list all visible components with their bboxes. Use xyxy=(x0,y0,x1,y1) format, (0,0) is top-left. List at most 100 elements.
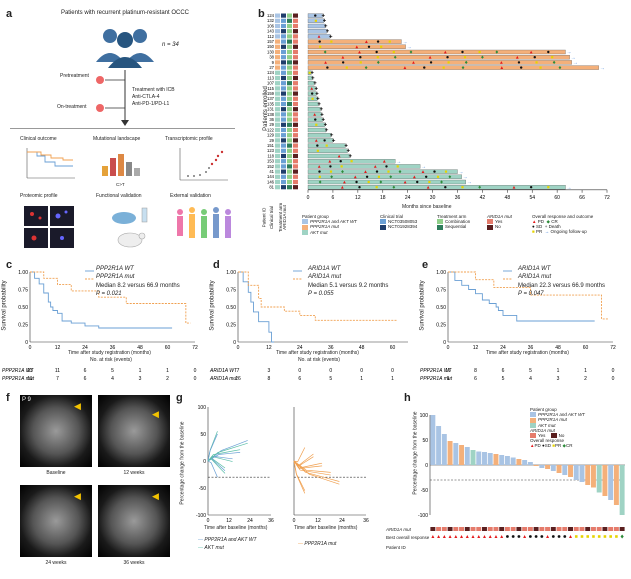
c-legend-2: PPP2R1A mut xyxy=(96,274,135,280)
functional-graphic xyxy=(112,207,148,248)
h-bar xyxy=(545,465,551,469)
b-pr-marker xyxy=(329,170,333,173)
swimmer-plot: 0 6 12 18 24 30 36 42 48 54 60 66 72 124 +132 +106 +143 +… xyxy=(267,13,610,201)
b-arid-cell xyxy=(293,23,298,29)
b-trial-cell xyxy=(281,70,286,75)
b-swimmer-bar xyxy=(307,148,348,153)
h-bar xyxy=(476,451,482,465)
external-graphic xyxy=(177,207,231,238)
b-pr-marker xyxy=(375,186,378,189)
h-arid-cell xyxy=(447,527,453,531)
h-swatch-arid-yes xyxy=(530,433,536,439)
b-arid-cell xyxy=(293,107,298,112)
ct-12w xyxy=(98,395,170,467)
b-trial-cell xyxy=(281,138,286,143)
g-spider-line xyxy=(207,452,241,462)
g-spider-line xyxy=(293,453,314,467)
h-arid-cell xyxy=(436,527,442,531)
ct-24w xyxy=(20,485,92,557)
b-arid-cell xyxy=(293,179,298,185)
panel-c-label: c xyxy=(6,259,13,271)
b-group-cell xyxy=(275,18,280,23)
b-pd-marker xyxy=(358,50,361,54)
b-pr-marker xyxy=(350,160,353,163)
b-pr-marker xyxy=(315,123,318,126)
n-text: n = 34 xyxy=(162,42,179,48)
h-bar xyxy=(579,465,585,482)
b-arid-cell xyxy=(293,70,298,75)
b-cr-marker xyxy=(440,180,443,184)
h-arid-cell xyxy=(602,527,608,531)
b-cr-marker xyxy=(552,60,556,64)
d-legend-2: ARID1A mut xyxy=(308,274,342,280)
panel-a: Patients with recurrent platinum-resista… xyxy=(0,0,250,255)
b-pd-marker xyxy=(364,40,368,43)
b-sd-marker xyxy=(375,170,379,173)
b-trial-cell xyxy=(281,159,286,164)
b-arm-cell xyxy=(287,101,292,107)
b-trial-cell xyxy=(281,153,286,159)
d-stats-2: P = 0.055 xyxy=(308,291,334,297)
km-series-1 xyxy=(448,271,609,320)
legend-arid-yes: Yes xyxy=(495,219,503,224)
b-group-cell xyxy=(275,107,280,112)
km-risk-value: 16 xyxy=(235,376,241,382)
mutational-graphic xyxy=(102,154,140,176)
b-x-tick-label: 66 xyxy=(579,195,585,201)
h-sd-marker xyxy=(506,535,509,538)
b-swimmer-bar xyxy=(307,60,572,65)
g-x-tick-label: 0 xyxy=(293,518,296,524)
h-legend-title-response: Overall response xyxy=(530,438,565,444)
b-death-mark: + xyxy=(324,24,328,30)
b-patient-id: 153 xyxy=(267,159,275,164)
h-bar xyxy=(482,452,487,465)
panel-e-label: e xyxy=(422,259,429,271)
b-arm-cell xyxy=(287,159,292,164)
b-x-tick-label: 12 xyxy=(355,195,361,201)
swatch-ppp xyxy=(302,224,308,230)
on-treatment-label: On-treatment xyxy=(57,104,87,110)
b-patient-id: 122 xyxy=(267,127,275,132)
b-trial-cell xyxy=(281,185,286,190)
box-proteomic-profile: Proteomic profile xyxy=(20,193,58,199)
km-risk-value: 4 xyxy=(111,376,114,382)
b-x-tick-label: 0 xyxy=(307,195,310,201)
h-arid-cell xyxy=(545,527,551,531)
g-y-tick-label: 50 xyxy=(200,432,206,438)
b-swimmer-bar xyxy=(307,81,315,86)
b-pr-marker xyxy=(392,50,395,54)
h-bar xyxy=(447,441,453,465)
b-arid-cell xyxy=(293,164,298,169)
b-patient-id: 129 xyxy=(267,133,275,138)
h-y-tick-label: 0 xyxy=(425,463,428,469)
b-trial-cell xyxy=(281,101,286,107)
b-followup-arrow: → xyxy=(566,50,571,56)
b-cr-marker xyxy=(379,180,383,184)
km-x-tick-label: 72 xyxy=(192,345,198,351)
b-group-cell xyxy=(275,101,280,107)
sd-marker-icon: ● xyxy=(542,443,545,449)
b-group-cell xyxy=(275,159,280,164)
b-arm-cell xyxy=(287,18,292,23)
b-arid-cell xyxy=(293,39,298,44)
b-death-mark: + xyxy=(332,138,336,144)
h-arid-cell xyxy=(579,527,585,531)
g-spider-line xyxy=(293,447,306,463)
legend-title-response: Overall response and outcome xyxy=(532,214,594,219)
km-x-tick-label: 24 xyxy=(297,345,303,351)
h-sd-marker xyxy=(551,535,555,538)
b-trial-cell xyxy=(281,13,286,18)
b-pr-marker xyxy=(359,61,362,64)
legend-title-arid: ARID1A mut xyxy=(487,214,512,219)
b-patient-id: 123 xyxy=(267,148,275,153)
b-group-cell xyxy=(275,133,280,138)
b-swimmer-bar xyxy=(307,75,313,81)
b-group-cell xyxy=(275,112,280,117)
g-spider-line xyxy=(207,433,218,462)
h-pd-marker xyxy=(523,535,527,538)
legend-arid-no: No xyxy=(495,224,501,230)
h-bar xyxy=(470,450,476,465)
e-stats-2: P = 0.047 xyxy=(518,291,544,297)
